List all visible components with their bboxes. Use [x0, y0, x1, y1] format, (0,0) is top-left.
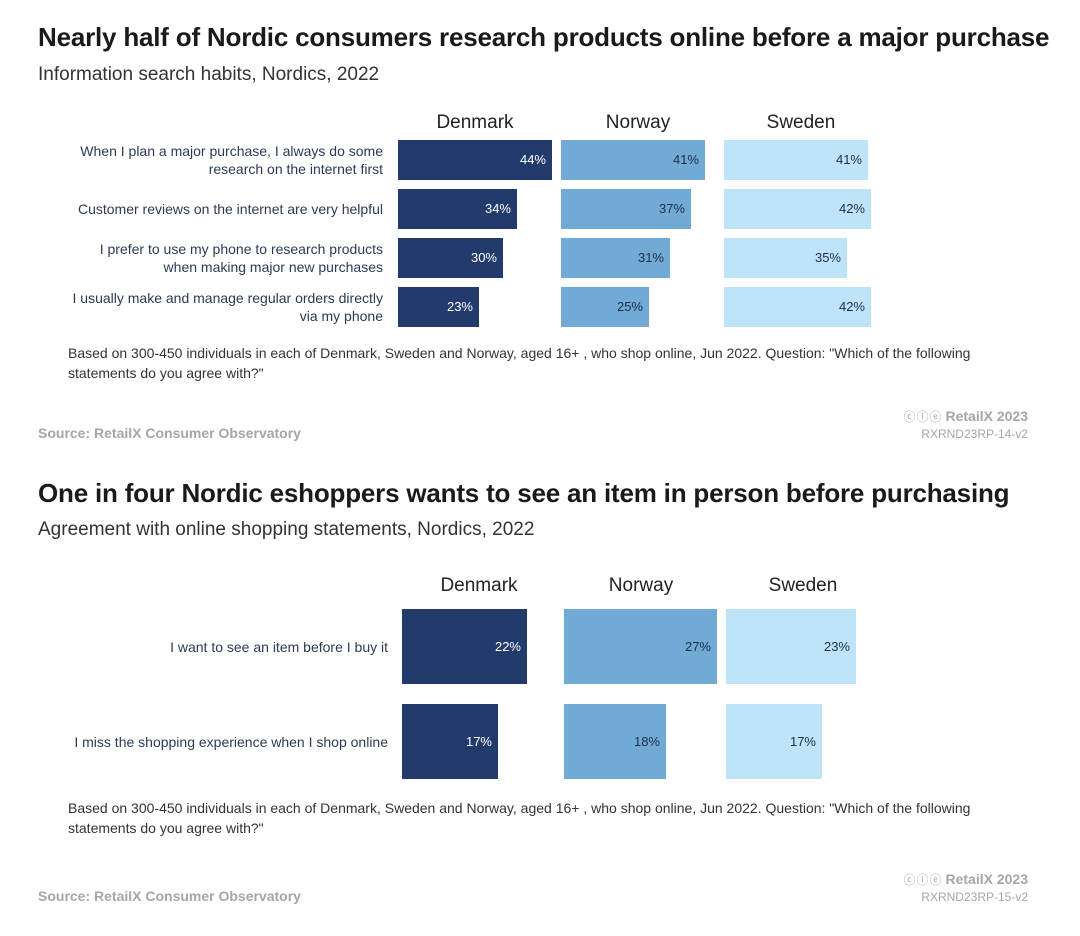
- bar-value-label: 41%: [835, 152, 862, 167]
- bar-value-label: 31%: [637, 250, 664, 265]
- brand-text: RetailX 2023: [945, 871, 1029, 887]
- bar-denmark: [402, 609, 527, 684]
- row-label-line: When I plan a major purchase, I always d…: [80, 143, 383, 159]
- bar-value-label: 42%: [838, 299, 865, 314]
- bar-value-label: 22%: [494, 638, 521, 654]
- bar-denmark: [398, 238, 503, 278]
- row-label-line: via my phone: [299, 308, 383, 324]
- chart-subtitle: Information search habits, Nordics, 2022: [38, 64, 380, 85]
- row-label: I prefer to use my phone to research pro…: [33, 240, 383, 276]
- bar-value-label: 30%: [470, 250, 497, 265]
- chart-note: Based on 300-450 individuals in each of …: [68, 800, 971, 836]
- row-label: When I plan a major purchase, I always d…: [33, 142, 383, 178]
- bar-sweden: [724, 287, 871, 327]
- bar-value-label: 17%: [789, 733, 816, 749]
- bar-denmark: [398, 287, 479, 327]
- column-header-norway: Norway: [608, 575, 674, 596]
- bar-value-label: 25%: [616, 299, 643, 314]
- bar-value-label: 18%: [633, 733, 660, 749]
- row-label-line: when making major new purchases: [163, 259, 383, 275]
- row-label-line: I miss the shopping experience when I sh…: [74, 733, 388, 750]
- chart-subtitle: Agreement with online shopping statement…: [38, 519, 535, 540]
- cc-license-icon: ⓒⓘⓔ: [903, 873, 943, 887]
- row-label-line: I want to see an item before I buy it: [170, 638, 388, 655]
- chart-code: RXRND23RP-15-v2: [921, 890, 1028, 904]
- bar-value-label: 34%: [484, 201, 511, 216]
- bar-sweden: [724, 140, 868, 180]
- row-label: I usually make and manage regular orders…: [33, 289, 384, 325]
- bar-value-label: 37%: [658, 201, 685, 216]
- row-label: Customer reviews on the internet are ver…: [33, 200, 383, 218]
- chart-title: Nearly half of Nordic consumers research…: [38, 22, 1050, 52]
- bar-sweden: [724, 238, 847, 278]
- bar-value-label: 17%: [465, 733, 492, 749]
- bar-sweden: [726, 704, 822, 779]
- row-label: I miss the shopping experience when I sh…: [18, 733, 388, 751]
- cc-license-icon: ⓒⓘⓔ: [903, 410, 943, 424]
- bar-denmark: [402, 704, 498, 779]
- bar-denmark: [398, 189, 517, 229]
- brand-label: ⓒⓘⓔ RetailX 2023: [903, 871, 1028, 888]
- column-header-denmark: Denmark: [436, 112, 514, 133]
- bar-norway: [564, 609, 717, 684]
- bar-norway: [561, 287, 649, 327]
- bar-value-label: 44%: [519, 152, 546, 167]
- bar-norway: [561, 238, 670, 278]
- row-label-line: I prefer to use my phone to research pro…: [99, 241, 383, 257]
- chart-title: One in four Nordic eshoppers wants to se…: [38, 478, 1010, 508]
- bar-denmark: [398, 140, 552, 180]
- column-header-norway: Norway: [605, 112, 671, 133]
- chart-1: Nearly half of Nordic consumers research…: [0, 0, 1080, 460]
- bar-norway: [561, 140, 705, 180]
- bar-value-label: 23%: [823, 638, 850, 654]
- bar-value-label: 41%: [672, 152, 699, 167]
- row-label-line: research on the internet first: [208, 161, 383, 177]
- row-label-line: I usually make and manage regular orders…: [72, 290, 384, 306]
- bar-value-label: 42%: [838, 201, 865, 216]
- chart-code: RXRND23RP-14-v2: [921, 427, 1028, 441]
- column-header-sweden: Sweden: [768, 575, 838, 596]
- chart-source: Source: RetailX Consumer Observatory: [38, 425, 301, 441]
- row-label: I want to see an item before I buy it: [18, 638, 388, 656]
- bar-norway: [561, 189, 691, 229]
- chart-source: Source: RetailX Consumer Observatory: [38, 888, 301, 904]
- bar-value-label: 23%: [446, 299, 473, 314]
- bar-sweden: [724, 189, 871, 229]
- bar-norway: [564, 704, 666, 779]
- column-header-denmark: Denmark: [440, 575, 518, 596]
- brand-text: RetailX 2023: [945, 408, 1029, 424]
- column-header-sweden: Sweden: [766, 112, 836, 133]
- row-label-line: Customer reviews on the internet are ver…: [77, 201, 383, 217]
- bar-sweden: [726, 609, 856, 684]
- bar-value-label: 35%: [814, 250, 841, 265]
- brand-label: ⓒⓘⓔ RetailX 2023: [903, 408, 1028, 425]
- chart-note: Based on 300-450 individuals in each of …: [68, 345, 971, 381]
- bar-value-label: 27%: [684, 638, 711, 654]
